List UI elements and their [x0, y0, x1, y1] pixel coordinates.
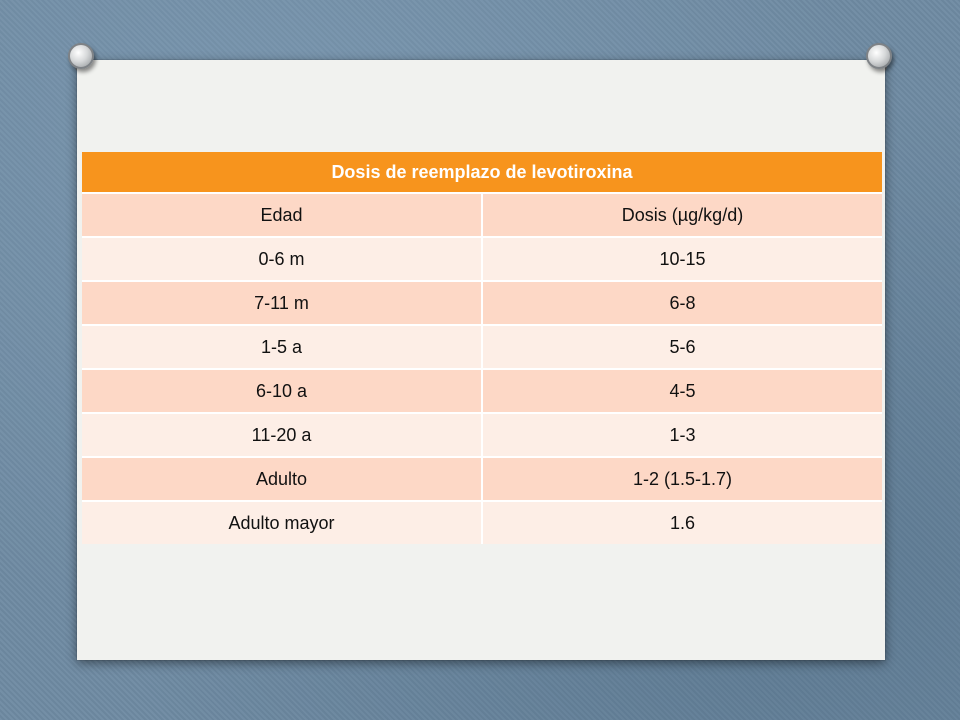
cell-edad: Adulto — [82, 456, 483, 501]
column-header-edad: Edad — [82, 192, 483, 237]
cell-edad: 6-10 a — [82, 368, 483, 413]
cell-dosis: 6-8 — [482, 280, 882, 325]
cell-edad: 11-20 a — [82, 412, 483, 457]
table-row: 7-11 m 6-8 — [82, 280, 882, 325]
cell-edad: 7-11 m — [82, 280, 483, 325]
cell-dosis: 1-3 — [482, 412, 882, 457]
pushpin-right-icon — [866, 43, 892, 73]
cell-dosis: 4-5 — [482, 368, 882, 413]
cell-edad: 1-5 a — [82, 324, 483, 369]
table-title: Dosis de reemplazo de levotiroxina — [82, 152, 882, 194]
table-row: 1-5 a 5-6 — [82, 324, 882, 369]
pushpin-left-icon — [68, 43, 94, 73]
cell-dosis: 1.6 — [482, 500, 882, 544]
table-title-row: Dosis de reemplazo de levotiroxina — [82, 152, 882, 194]
cell-edad: Adulto mayor — [82, 500, 483, 544]
table-header-row: Edad Dosis (µg/kg/d) — [82, 192, 882, 237]
table-row: 6-10 a 4-5 — [82, 368, 882, 413]
cell-edad: 0-6 m — [82, 236, 483, 281]
cell-dosis: 10-15 — [482, 236, 882, 281]
cell-dosis: 5-6 — [482, 324, 882, 369]
cell-dosis: 1-2 (1.5-1.7) — [482, 456, 882, 501]
table-row: 0-6 m 10-15 — [82, 236, 882, 281]
column-header-dosis: Dosis (µg/kg/d) — [482, 192, 882, 237]
table-row: 11-20 a 1-3 — [82, 412, 882, 457]
dose-table: Dosis de reemplazo de levotiroxina Edad … — [82, 152, 882, 544]
table-row: Adulto 1-2 (1.5-1.7) — [82, 456, 882, 501]
table-row: Adulto mayor 1.6 — [82, 500, 882, 544]
